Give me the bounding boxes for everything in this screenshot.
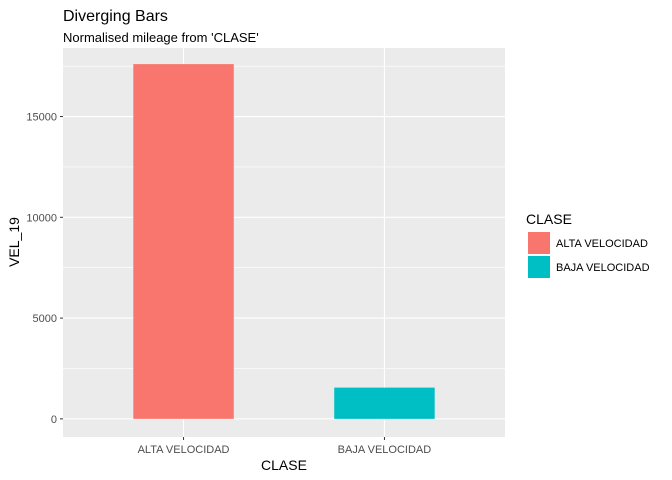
y-tick-label: 15000 [26, 112, 57, 124]
bar [133, 64, 234, 419]
y-tick-label: 0 [51, 414, 57, 426]
y-tick-label: 5000 [33, 313, 57, 325]
chart-title: Diverging Bars [63, 8, 168, 25]
bars [133, 64, 435, 419]
legend: CLASE ALTA VELOCIDAD BAJA VELOCIDAD [526, 211, 650, 278]
legend-key [528, 232, 550, 254]
plot-panel [63, 48, 505, 437]
y-axis: 0 5000 10000 15000 [26, 112, 63, 426]
y-tick-label: 10000 [26, 212, 57, 224]
x-tick-label: BAJA VELOCIDAD [338, 444, 432, 456]
y-axis-title: VEL_19 [6, 217, 22, 267]
legend-label: ALTA VELOCIDAD [556, 238, 648, 250]
legend-title: CLASE [526, 211, 572, 227]
x-tick-label: ALTA VELOCIDAD [138, 444, 230, 456]
x-axis-title: CLASE [261, 457, 307, 473]
legend-key [528, 256, 550, 278]
chart-subtitle: Normalised mileage from 'CLASE' [63, 30, 259, 45]
legend-label: BAJA VELOCIDAD [556, 262, 650, 274]
x-axis: ALTA VELOCIDAD BAJA VELOCIDAD [138, 437, 432, 456]
bar [334, 387, 435, 419]
